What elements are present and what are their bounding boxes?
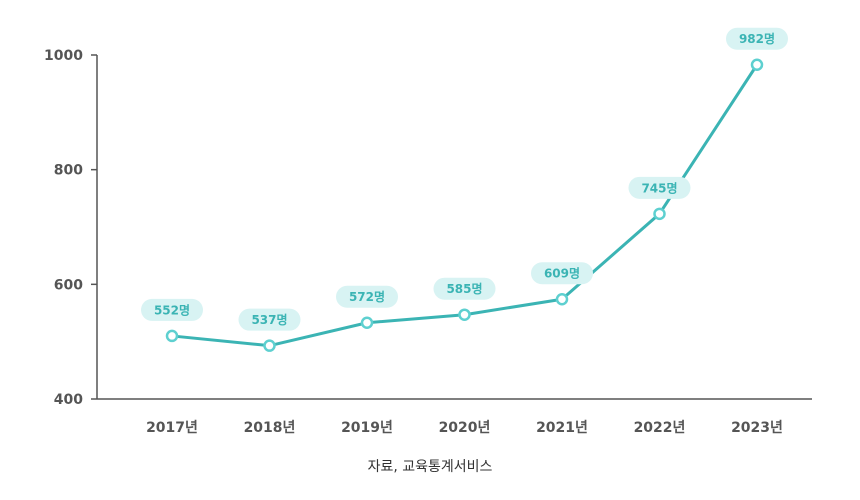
x-axis-ticks: 2017년 2018년 2019년 2020년 2021년 2022년 2023년 [146, 420, 783, 436]
x-tick-label: 2022년 [634, 420, 686, 436]
data-label-text: 982명 [739, 32, 775, 46]
data-label-pill [336, 285, 398, 308]
data-label-text: 609명 [544, 267, 580, 281]
data-label: 585명 [433, 277, 496, 300]
series-line [171, 63, 759, 348]
x-tick-label: 2020년 [439, 420, 491, 436]
data-point [165, 329, 179, 343]
x-tick-label: 2019년 [341, 420, 393, 436]
data-label-text: 552명 [154, 303, 190, 317]
data-label-pill [531, 262, 593, 285]
y-tick-label: 600 [54, 277, 83, 293]
data-point [750, 58, 764, 71]
data-label-text: 745명 [641, 181, 677, 195]
data-label: 572명 [336, 285, 398, 308]
x-tick-label: 2021년 [536, 420, 588, 436]
data-label-text: 585명 [446, 282, 482, 296]
data-label-pill [238, 308, 301, 331]
source-note: 자료, 교육통계서비스 [368, 459, 493, 475]
data-label-pill [141, 298, 203, 321]
data-label: 537명 [238, 308, 301, 331]
data-point [360, 316, 374, 329]
y-tick-label: 800 [54, 163, 83, 179]
data-label: 745명 [628, 176, 691, 199]
y-axis-ticks: 400 600 800 1000 [44, 48, 97, 408]
data-label: 552명 [141, 298, 203, 321]
data-point [653, 207, 666, 221]
data-point [458, 308, 471, 321]
data-label-pill [726, 27, 788, 50]
data-label: 609명 [531, 262, 593, 285]
x-tick-label: 2017년 [146, 420, 198, 436]
x-tick-label: 2023년 [731, 420, 783, 436]
data-point [555, 292, 569, 306]
data-label-pill [628, 176, 691, 199]
y-tick-label: 400 [54, 392, 83, 408]
data-point [263, 339, 276, 352]
y-tick-label: 1000 [44, 48, 83, 64]
data-label-text: 572명 [349, 290, 385, 304]
x-tick-label: 2018년 [244, 420, 296, 436]
data-labels: 552명 537명 572명 585명 609명 745명 982명 [141, 27, 788, 331]
data-label: 982명 [726, 27, 788, 50]
data-label-text: 537명 [251, 313, 287, 327]
data-label-pill [433, 277, 496, 300]
data-points [165, 58, 764, 352]
